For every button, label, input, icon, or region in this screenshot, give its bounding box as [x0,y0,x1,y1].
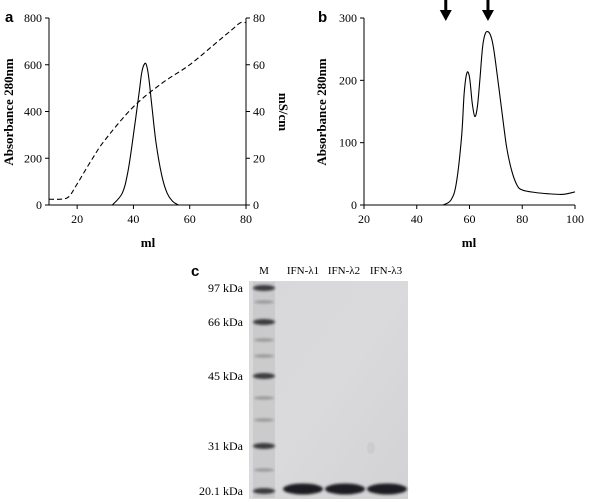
chart-a-ytick-label: 800 [24,11,42,25]
chart-b-arrows [439,0,494,21]
chart-b-xtick-label: 20 [358,212,370,226]
gel-marker-bands [253,285,275,494]
marker-band [254,300,274,304]
marker-band [254,468,274,472]
panel-label-c: c [191,263,199,280]
sample-band [325,483,365,495]
marker-band [253,488,275,494]
chart-a-conductivity-line [48,21,247,200]
marker-band [253,319,275,325]
chart-a-xtick-label: 80 [240,212,252,226]
gel-lane-label-sample: IFN-λ3 [370,265,403,277]
chart-a-ylabel: Absorbance 280nm [1,58,16,165]
fraction-arrow-icon [481,0,494,21]
chart-a-xtick-label: 60 [184,212,196,226]
sample-band [283,483,323,495]
marker-lane-smear [253,282,275,498]
panel-label-a: a [5,9,14,26]
chart-a-y2tick-label: 80 [253,11,265,25]
gel-kda-label: 45 kDa [208,369,244,383]
chart-b-ticks: 20 40 60 80 100 0 100 200 300 [339,11,584,226]
gel-lane-label-sample: IFN-λ2 [328,265,360,277]
gel-lane-label-marker: M [259,265,269,277]
chart-b-ylabel: Absorbance 280nm [314,58,329,165]
chart-b-absorbance-line [442,30,576,206]
chart-a-y2tick-label: 0 [253,198,259,212]
gel-background [249,281,408,499]
chart-a-absorbance-line [111,62,179,206]
chart-b-xtick-label: 100 [566,212,584,226]
marker-band [254,396,274,400]
marker-band [254,338,274,342]
chart-b-xtick-label: 40 [411,212,423,226]
chart-a-y2tick-label: 60 [253,58,265,72]
chart-a-series [48,21,247,206]
gel-kda-labels: 97 kDa 66 kDa 45 kDa 31 kDa 20.1 kDa [199,281,244,498]
chart-a-xtick-label: 20 [71,212,83,226]
chart-a-y2label: mS/cm [276,93,291,131]
fraction-arrow-icon [439,0,452,21]
chart-b: 20 40 60 80 100 0 100 200 300 ml Absorbance 280n… [314,0,584,250]
marker-band [253,373,275,379]
gel-lane-labels: M IFN-λ1 IFN-λ2 IFN-λ3 [259,265,402,277]
chart-a-ytick-label: 0 [36,198,42,212]
chart-b-axes [363,18,575,206]
chart-b-xlabel: ml [462,235,477,250]
chart-a-ytick-label: 200 [24,151,42,165]
marker-band [254,354,274,358]
sample-band [367,483,407,495]
chart-a-ytick-label: 400 [24,105,42,119]
chart-b-series [442,30,576,206]
chart-a-ytick-label: 600 [24,58,42,72]
gel-lane-label-sample: IFN-λ1 [287,265,319,277]
chart-b-ytick-label: 300 [339,11,357,25]
chart-a-y2tick-label: 20 [253,151,265,165]
marker-band [254,418,274,422]
gel-artifact-spot [367,442,375,454]
chart-b-xtick-label: 60 [464,212,476,226]
gel-kda-label: 31 kDa [208,439,244,453]
chart-b-ytick-label: 200 [339,73,357,87]
marker-band [253,285,275,291]
chart-b-xtick-label: 80 [516,212,528,226]
chart-a-axes [48,18,247,206]
chart-b-ytick-label: 100 [339,136,357,150]
panel-label-b: b [318,9,327,26]
gel-kda-label: 97 kDa [208,281,244,295]
chart-a-y2tick-label: 40 [253,105,265,119]
chart-a-xlabel: ml [141,235,156,250]
chart-b-ytick-label: 0 [351,198,357,212]
gel-sample-bands [283,483,407,495]
gel-kda-label: 66 kDa [208,315,244,329]
gel-image: 97 kDa 66 kDa 45 kDa 31 kDa 20.1 kDa M IFN-λ1… [199,265,408,499]
marker-band [253,443,275,449]
chart-a-xtick-label: 40 [127,212,139,226]
gel-kda-label: 20.1 kDa [199,484,244,498]
